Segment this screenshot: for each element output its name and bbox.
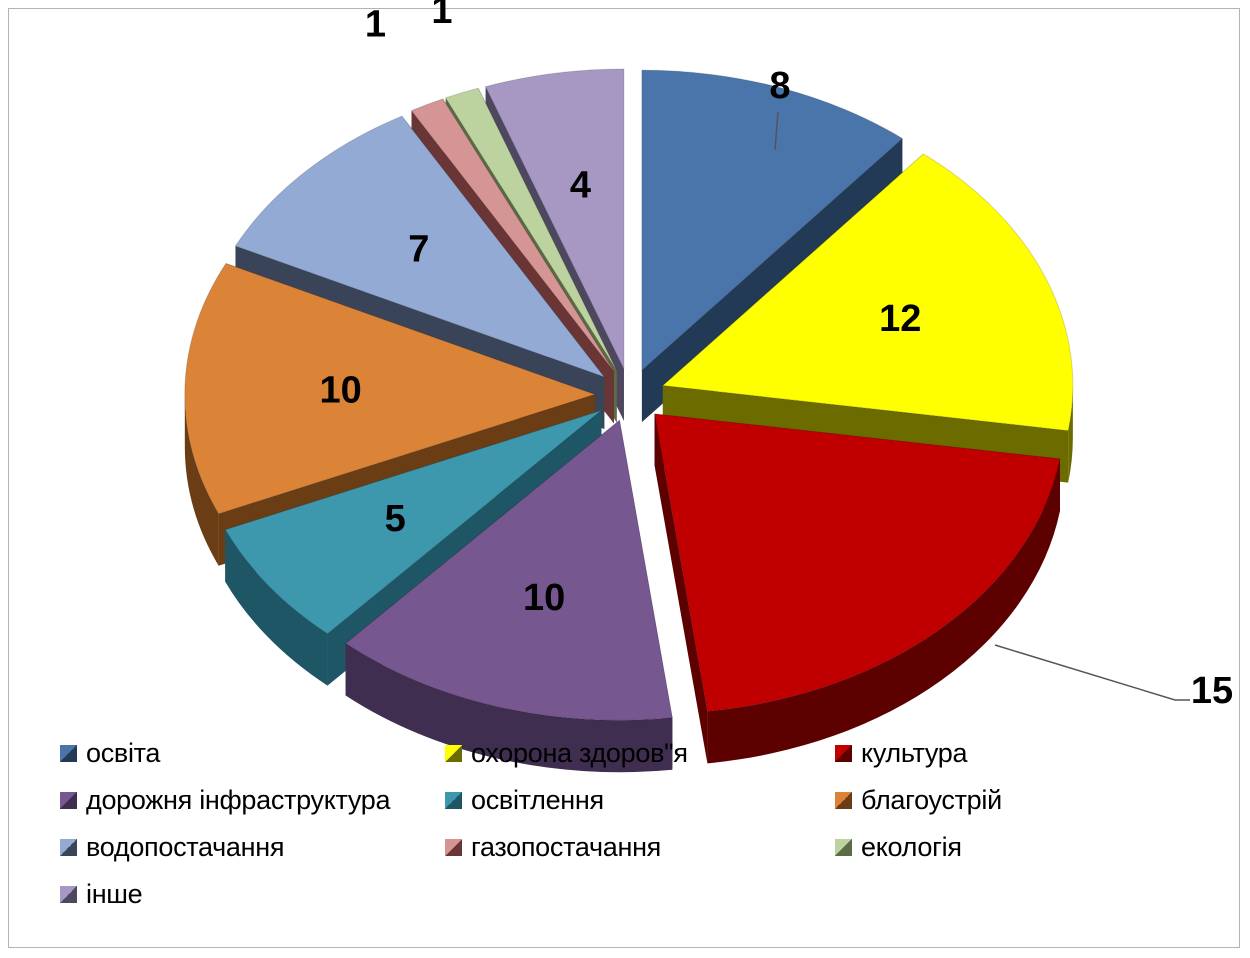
data-label-0: 8: [769, 65, 790, 107]
leader-line-2: [994, 644, 1190, 701]
legend-label-1: охорона здоров"я: [471, 737, 688, 768]
pie-slice-9: [484, 68, 625, 370]
data-label-2: 15: [1191, 670, 1233, 712]
data-label-4: 5: [385, 498, 406, 540]
legend-label-3: дорожня інфраструктура: [86, 784, 391, 815]
data-label-6: 7: [408, 229, 429, 271]
legend-item-0: освіта: [60, 736, 160, 770]
slice-rim-4: [225, 529, 328, 686]
legend-label-5: благоустрій: [861, 784, 1002, 815]
legend-item-9: інше: [60, 877, 143, 911]
legend-label-9: інше: [86, 878, 143, 909]
legend-label-4: освітлення: [471, 784, 604, 815]
pie-slice-0: [641, 69, 904, 372]
data-label-1: 12: [879, 298, 921, 340]
pie-slice-1: [661, 153, 1074, 432]
legend-item-3: дорожня інфраструктура: [60, 783, 391, 817]
legend-label-0: освіта: [86, 737, 161, 768]
legend-swatch-2: [835, 744, 852, 762]
legend-label-2: культура: [861, 737, 968, 768]
legend-swatch-3: [60, 791, 77, 809]
legend-swatch-4: [445, 791, 462, 809]
slice-rim-2: [707, 458, 1060, 764]
pie-slice-3: [344, 419, 673, 721]
pie-slice-6: [234, 115, 606, 378]
data-label-7: 1: [365, 3, 386, 45]
slice-rim-5: [184, 394, 219, 566]
pie-slice-2: [654, 413, 1061, 712]
legend-item-6: водопостачання: [60, 830, 284, 864]
legend-swatch-7: [445, 838, 462, 856]
data-label-9: 4: [570, 165, 591, 207]
slice-rim-1: [1068, 385, 1073, 483]
data-label-5: 10: [320, 369, 362, 411]
leader-line-0: [774, 111, 779, 151]
pie-slice-5: [184, 262, 597, 515]
legend-item-7: газопостачання: [445, 830, 661, 864]
legend-swatch-0: [60, 744, 77, 762]
data-label-8: 1: [431, 0, 452, 32]
data-label-3: 10: [523, 577, 565, 619]
pie-slice-4: [224, 409, 602, 635]
legend-swatch-9: [60, 885, 77, 903]
slice-wall-2-1: [654, 413, 708, 764]
legend-item-4: освітлення: [445, 783, 604, 817]
legend-label-8: екологія: [861, 831, 962, 862]
legend-swatch-5: [835, 791, 852, 809]
legend-swatch-1: [445, 744, 462, 762]
legend-item-2: культура: [835, 736, 968, 770]
slice-rim-3: [345, 643, 673, 773]
pie-slice-7: [410, 98, 615, 372]
legend-item-5: благоустрій: [835, 783, 1002, 817]
legend-label-6: водопостачання: [86, 831, 285, 862]
legend-label-7: газопостачання: [471, 831, 662, 862]
pie-slice-8: [444, 87, 618, 371]
legend-swatch-6: [60, 838, 77, 856]
legend-swatch-8: [835, 838, 852, 856]
legend-item-8: екологія: [835, 830, 962, 864]
legend-item-1: охорона здоров"я: [445, 736, 688, 770]
